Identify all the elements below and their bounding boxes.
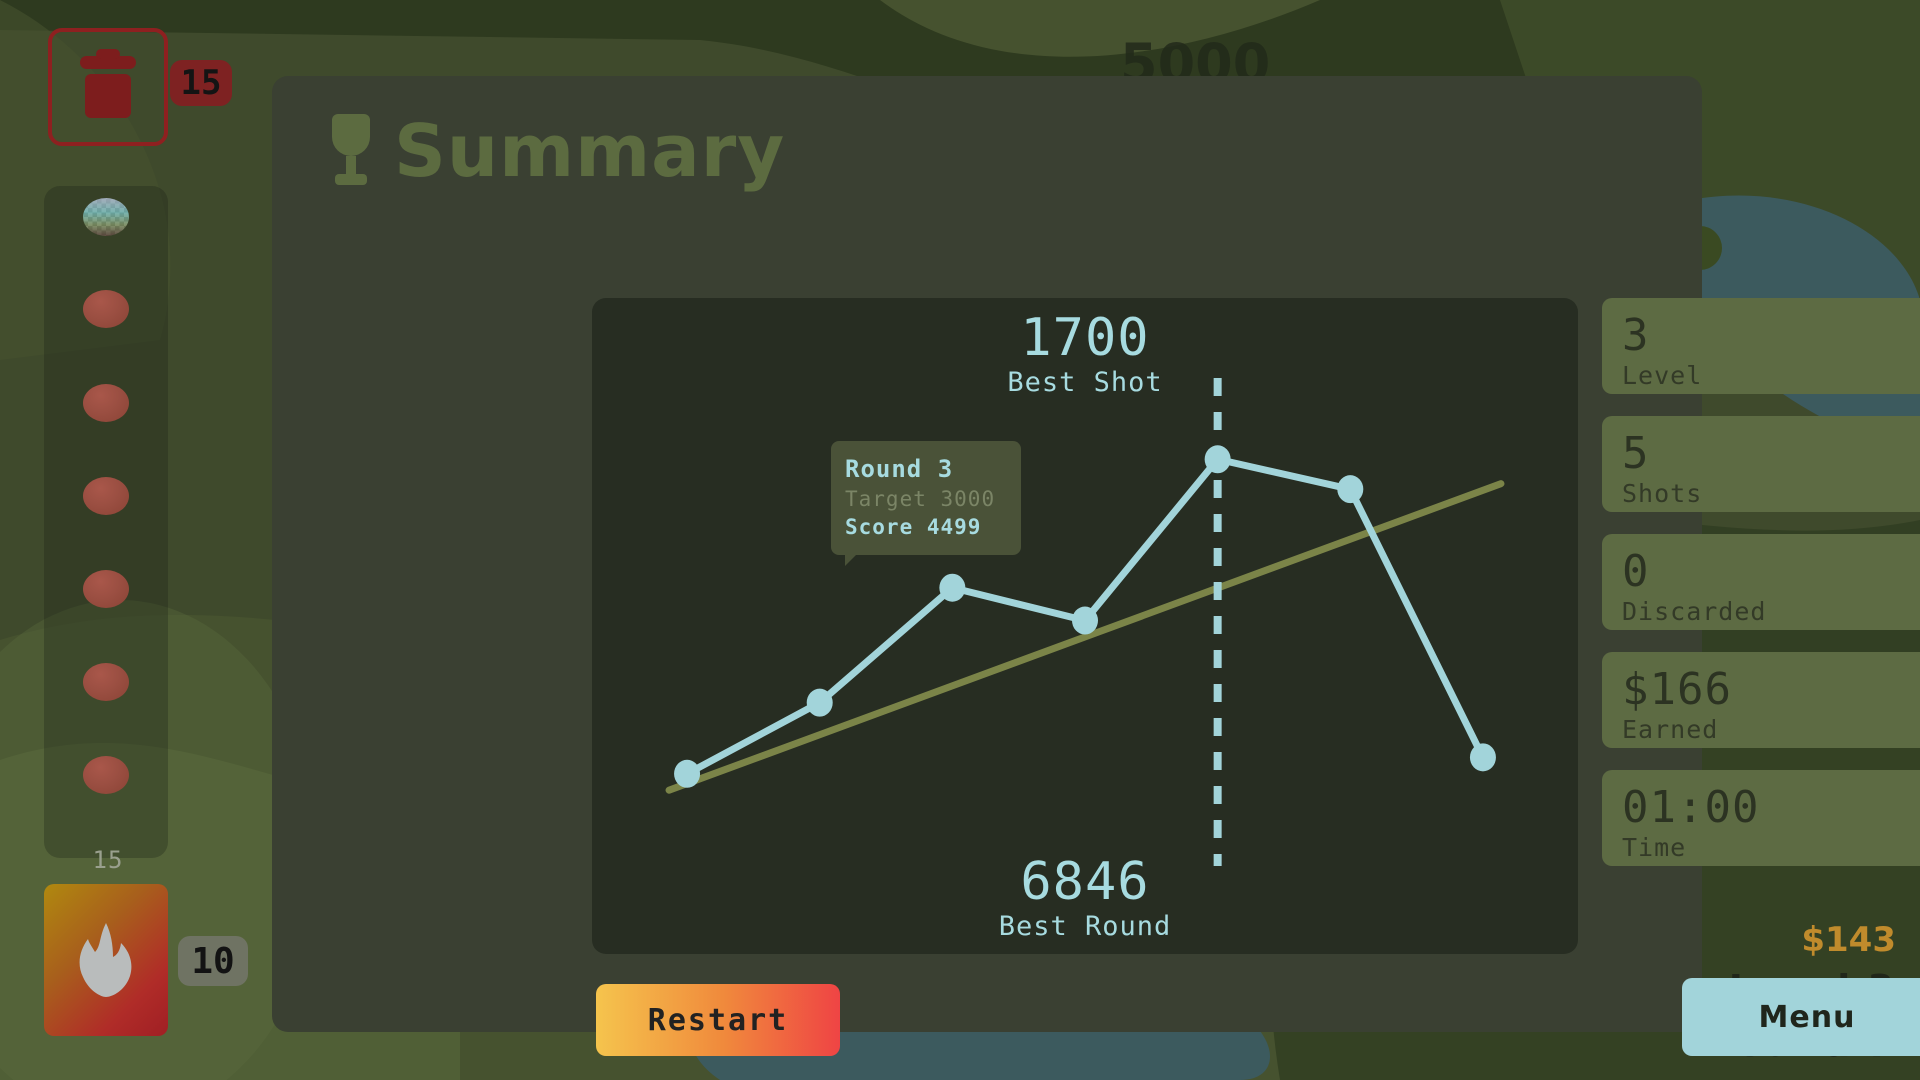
tooltip-score-label: Score xyxy=(845,515,914,539)
left-hud: 15 15 10 xyxy=(0,0,260,1080)
restart-button[interactable]: Restart xyxy=(596,984,840,1056)
panel-header: Summary xyxy=(328,114,785,188)
money-display: $143 xyxy=(1801,920,1896,960)
stat-value: 0 xyxy=(1622,546,1650,597)
menu-button[interactable]: Menu xyxy=(1682,978,1920,1056)
fire-count-badge: 10 xyxy=(178,936,248,986)
stat-card-earned: $166 Earned xyxy=(1602,652,1920,748)
summary-panel: Summary 1700 Best Shot 6846 Best Round R… xyxy=(272,76,1920,1056)
ball-queue xyxy=(44,186,168,858)
tooltip-score: Score 4499 xyxy=(845,513,1007,541)
stat-label: Time xyxy=(1622,833,1687,862)
fire-powerup-button[interactable] xyxy=(44,884,168,1036)
ball-queue-item xyxy=(83,663,129,701)
balls-remaining-label: 15 xyxy=(92,846,124,874)
ball-queue-item xyxy=(83,290,129,328)
ball-queue-item xyxy=(83,477,129,515)
target-trendline xyxy=(665,480,1505,794)
stat-label: Earned xyxy=(1622,715,1719,744)
ball-queue-item xyxy=(83,756,129,794)
ball-queue-item xyxy=(83,384,129,422)
tooltip-target-value: 3000 xyxy=(940,487,996,511)
stat-label: Level xyxy=(1622,361,1703,390)
stat-value: $166 xyxy=(1622,664,1732,715)
tooltip-target-label: Target xyxy=(845,487,927,511)
score-chart[interactable]: 1700 Best Shot 6846 Best Round Round 3 T… xyxy=(592,298,1578,954)
ball-queue-item-special xyxy=(83,198,129,236)
tooltip-round: Round 3 xyxy=(845,455,954,483)
discard-count-badge: 15 xyxy=(170,60,232,106)
stat-value: 3 xyxy=(1622,310,1650,361)
stat-label: Shots xyxy=(1622,479,1703,508)
chart-tooltip: Round 3 Target 3000 Score 4499 xyxy=(831,441,1021,566)
stat-card-discarded: 0 Discarded xyxy=(1602,534,1920,630)
trash-icon xyxy=(80,49,136,118)
page-title: Summary xyxy=(394,109,786,193)
ball-queue-item xyxy=(83,570,129,608)
trophy-icon xyxy=(328,114,374,188)
stat-value: 01:00 xyxy=(1622,782,1760,833)
stat-card-level: 3 Level xyxy=(1602,298,1920,394)
fire-icon xyxy=(79,923,132,997)
tooltip-target: Target 3000 xyxy=(845,485,1007,513)
stat-label: Discarded xyxy=(1622,597,1767,626)
stats-list: 3 Level 5 Shots 0 Discarded $166 Earned … xyxy=(1602,298,1920,888)
score-points xyxy=(674,445,1496,788)
tooltip-score-value: 4499 xyxy=(926,515,982,539)
chart-canvas xyxy=(665,378,1505,866)
stat-card-shots: 5 Shots xyxy=(1602,416,1920,512)
stat-card-time: 01:00 Time xyxy=(1602,770,1920,866)
discard-button[interactable] xyxy=(48,28,168,146)
stat-value: 5 xyxy=(1622,428,1650,479)
